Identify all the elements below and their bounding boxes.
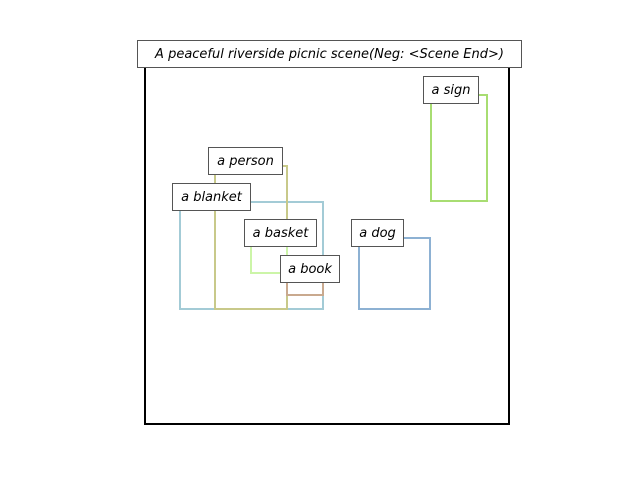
person-label: a person xyxy=(208,147,283,175)
blanket-label: a blanket xyxy=(172,183,251,211)
dog-box xyxy=(358,237,431,310)
scene-title: A peaceful riverside picnic scene(Neg: <… xyxy=(137,40,522,68)
sign-box xyxy=(430,94,488,202)
basket-label: a basket xyxy=(244,219,317,247)
book-label: a book xyxy=(280,255,340,283)
sign-label: a sign xyxy=(423,76,479,104)
dog-label: a dog xyxy=(351,219,404,247)
